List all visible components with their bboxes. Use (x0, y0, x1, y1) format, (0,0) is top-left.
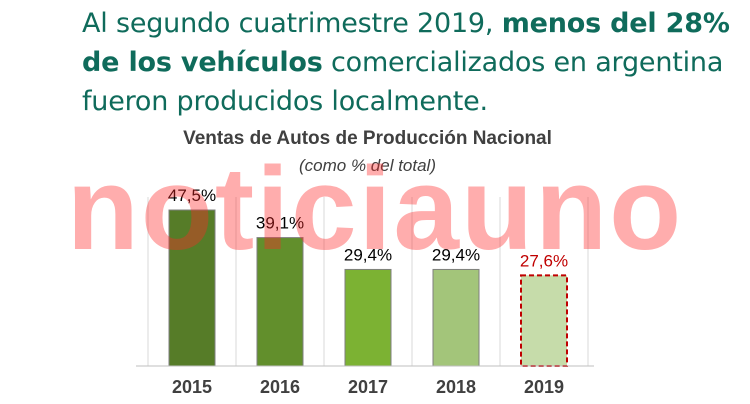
bar-2018 (432, 268, 480, 367)
bar-2015 (168, 209, 216, 367)
x-tick-label-2018: 2018 (436, 377, 476, 397)
data-label-2018: 29,4% (432, 245, 480, 264)
headline: Al segundo cuatrimestre 2019, menos del … (82, 4, 742, 121)
bar-2017 (344, 268, 392, 367)
data-label-2016: 39,1% (256, 214, 304, 233)
x-tick-label-2015: 2015 (172, 377, 212, 397)
bar-2019 (520, 274, 568, 368)
headline-part1: Al segundo cuatrimestre 2019, (82, 8, 502, 39)
data-label-2019: 27,6% (520, 251, 568, 270)
chart-subtitle: (como % del total) (299, 156, 436, 175)
x-tick-label-2017: 2017 (348, 377, 388, 397)
data-label-2015: 47,5% (168, 186, 216, 205)
chart-title: Ventas de Autos de Producción Nacional (183, 128, 552, 149)
headline-part2: comercializados en argentina fueron prod… (82, 47, 724, 117)
x-tick-label-2019: 2019 (524, 377, 564, 397)
x-tick-label-2016: 2016 (260, 377, 300, 397)
headline-bold: menos del 28% de los vehículos (82, 8, 730, 78)
data-label-2017: 29,4% (344, 245, 392, 264)
bar-2016 (256, 237, 304, 367)
